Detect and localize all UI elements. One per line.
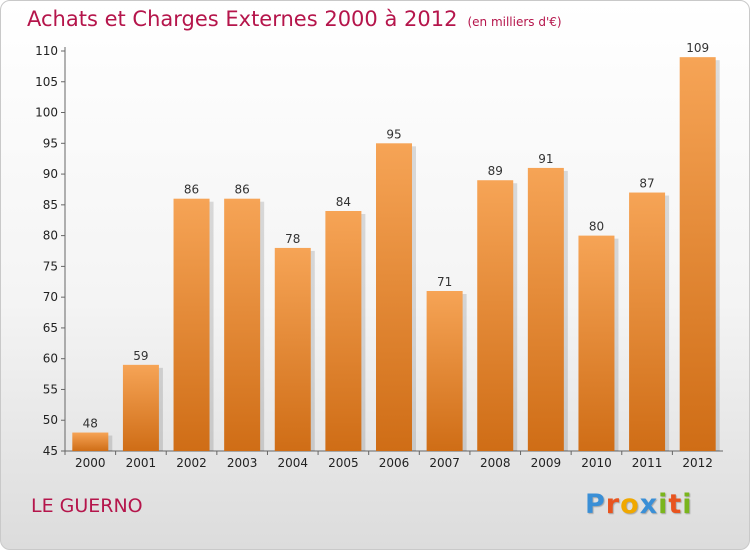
axes: 45 50 55 60 65 70 75 80 85 90 95 100 105 110 2000 2001 2… <box>35 44 723 470</box>
bar-2009 <box>527 167 564 451</box>
x-tick-label: 2009 <box>531 456 562 470</box>
y-tick-label: 95 <box>43 136 58 150</box>
logo-letter: t <box>668 489 683 520</box>
x-tick-label: 2003 <box>227 456 258 470</box>
logo-letter: P <box>585 489 606 520</box>
y-tick-label: 75 <box>43 259 58 273</box>
bar-2011 <box>629 192 666 452</box>
y-tick-label: 65 <box>43 321 58 335</box>
y-tick-label: 50 <box>43 413 58 427</box>
logo-letter: i <box>658 489 669 520</box>
bar-value-label: 48 <box>83 417 98 431</box>
y-tick-label: 70 <box>43 290 58 304</box>
x-tick-label: 2002 <box>176 456 207 470</box>
x-tick-label: 2011 <box>632 456 663 470</box>
logo-letter: r <box>605 489 621 520</box>
bar-2008 <box>477 180 514 451</box>
x-tick-label: 2004 <box>277 456 308 470</box>
y-tick-label: 55 <box>43 382 58 396</box>
logo-letter: o <box>620 489 640 520</box>
y-tick-label: 45 <box>43 444 58 458</box>
bar-value-label: 71 <box>437 275 452 289</box>
x-tick-label: 2012 <box>682 456 713 470</box>
chart-title-text: Achats et Charges Externes 2000 à 2012 <box>27 7 458 31</box>
bar-2004 <box>274 247 311 451</box>
y-tick-label: 80 <box>43 229 58 243</box>
bar-2003 <box>224 198 261 451</box>
logo-letter: x <box>639 489 659 520</box>
bar-value-label: 91 <box>538 152 553 166</box>
logo-letter: i <box>682 489 693 520</box>
bar-value-label: 80 <box>589 220 604 234</box>
bar-value-label: 84 <box>336 195 351 209</box>
bar-value-label: 86 <box>184 183 199 197</box>
x-tick-label: 2000 <box>75 456 106 470</box>
y-tick-label: 105 <box>35 75 58 89</box>
x-tick-label: 2005 <box>328 456 359 470</box>
y-tick-label: 85 <box>43 198 58 212</box>
bar-2000 <box>72 432 109 451</box>
x-tick-label: 2007 <box>429 456 460 470</box>
y-tick-label: 90 <box>43 167 58 181</box>
bar-2002 <box>173 198 210 451</box>
x-tick-label: 2008 <box>480 456 511 470</box>
x-tick-label: 2001 <box>126 456 157 470</box>
y-tick-label: 100 <box>35 106 58 120</box>
bar-value-label: 87 <box>639 177 654 191</box>
x-tick-label: 2006 <box>379 456 410 470</box>
bar-2012 <box>679 57 716 452</box>
commune-name: LE GUERNO <box>31 495 143 517</box>
bar-value-label: 89 <box>488 164 503 178</box>
bar-value-label: 86 <box>235 183 250 197</box>
proxiti-logo: Proxiti <box>585 489 693 520</box>
bar-value-label: 59 <box>133 349 148 363</box>
bar-2006 <box>376 143 412 452</box>
bar-2001 <box>122 364 159 451</box>
bar-2010 <box>578 235 615 451</box>
bars: 48 59 86 86 78 84 95 71 89 91 80 87 109 <box>72 41 720 452</box>
x-tick-label: 2010 <box>581 456 612 470</box>
y-tick-label: 60 <box>43 352 58 366</box>
chart-title: Achats et Charges Externes 2000 à 2012 (e… <box>27 7 562 31</box>
bar-2007 <box>426 291 463 451</box>
chart-subtitle: (en milliers d'€) <box>467 15 562 29</box>
y-tick-label: 110 <box>35 44 58 58</box>
bar-value-label: 95 <box>386 127 401 141</box>
bar-value-label: 78 <box>285 232 300 246</box>
bar-value-label: 109 <box>686 41 709 55</box>
bar-2005 <box>325 211 362 451</box>
